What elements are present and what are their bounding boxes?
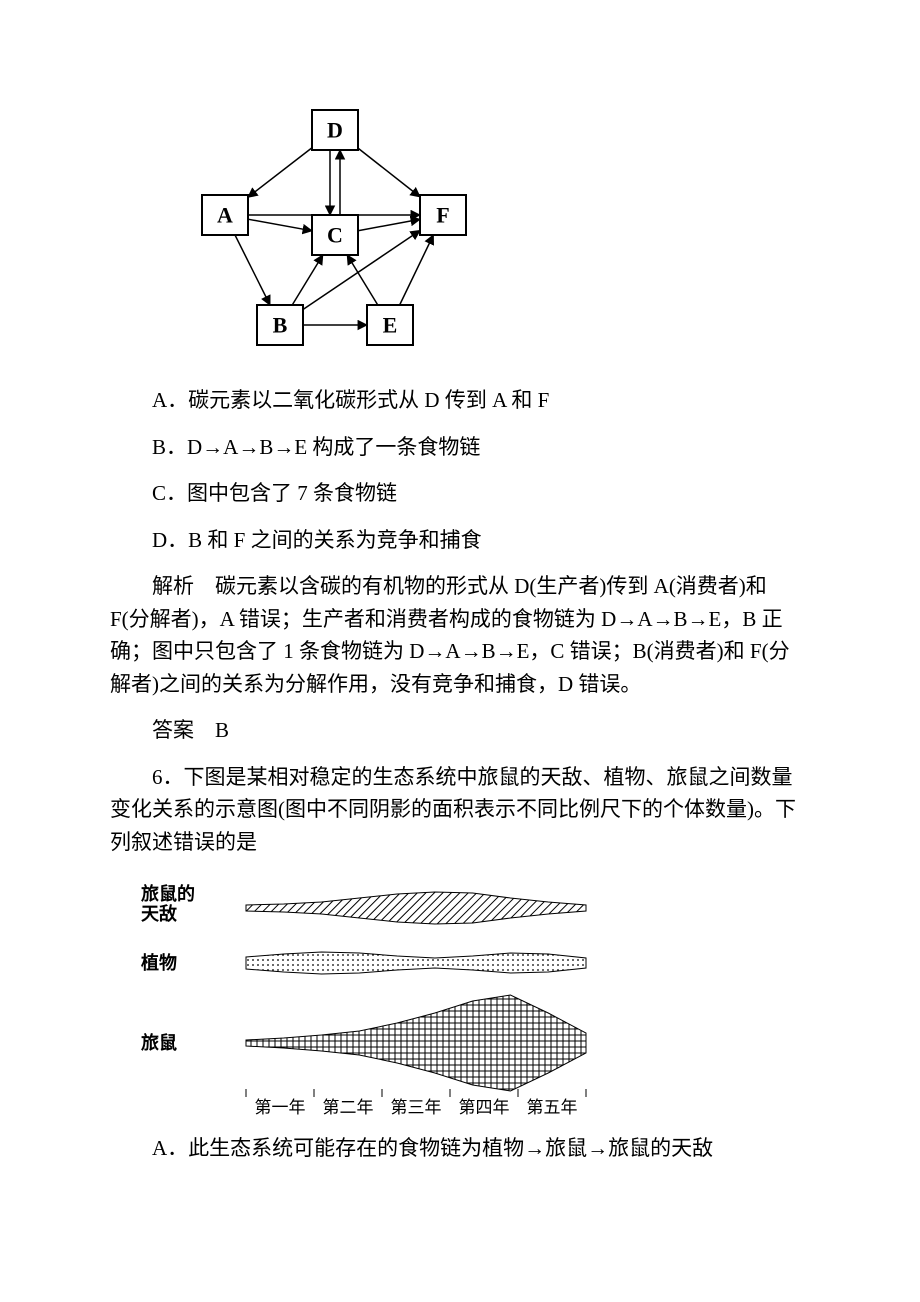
svg-text:F: F (436, 203, 449, 228)
q5-explanation-text: 解析 碳元素以含碳的有机物的形式从 D(生产者)传到 A(消费者)和 F(分解者… (110, 574, 790, 696)
svg-text:旅鼠: 旅鼠 (141, 1032, 177, 1053)
q5-option-a: A．碳元素以二氧化碳形式从 D 传到 A 和 F (110, 384, 810, 417)
svg-text:植物: 植物 (141, 952, 177, 973)
svg-text:天敌: 天敌 (141, 903, 177, 924)
q5-explanation-head: 解析 碳元素以含碳的有机物的形式从 D(生产者)传到 A(消费者)和 F(分解者… (110, 570, 810, 700)
q6-option-a: A．此生态系统可能存在的食物链为植物→旅鼠→旅鼠的天敌 (110, 1132, 810, 1165)
svg-text:旅鼠的: 旅鼠的 (141, 883, 195, 904)
svg-text:第五年: 第五年 (527, 1098, 578, 1117)
svg-text:第二年: 第二年 (323, 1098, 374, 1117)
q5-option-c: C．图中包含了 7 条食物链 (110, 477, 810, 510)
svg-text:第一年: 第一年 (255, 1098, 306, 1117)
food-web-diagram: D A C F B E (152, 70, 512, 370)
svg-text:D: D (327, 118, 343, 143)
svg-text:C: C (327, 223, 343, 248)
svg-text:E: E (383, 313, 398, 338)
svg-text:第三年: 第三年 (391, 1098, 442, 1117)
svg-text:第四年: 第四年 (459, 1098, 510, 1117)
diagram-1-container: D A C F B E (110, 70, 810, 370)
population-area-chart: 旅鼠的天敌植物旅鼠第一年第二年第三年第四年第五年 (131, 873, 601, 1118)
diagram-2-container: 旅鼠的天敌植物旅鼠第一年第二年第三年第四年第五年 (110, 873, 810, 1118)
q5-option-d: D．B 和 F 之间的关系为竞争和捕食 (110, 524, 810, 557)
q5-answer: 答案 B (110, 714, 810, 747)
svg-text:B: B (273, 313, 288, 338)
svg-text:A: A (217, 203, 233, 228)
q5-option-b: B．D→A→B→E 构成了一条食物链 (110, 431, 810, 464)
q6-stem: 6．下图是某相对稳定的生态系统中旅鼠的天敌、植物、旅鼠之间数量变化关系的示意图(… (110, 761, 810, 859)
